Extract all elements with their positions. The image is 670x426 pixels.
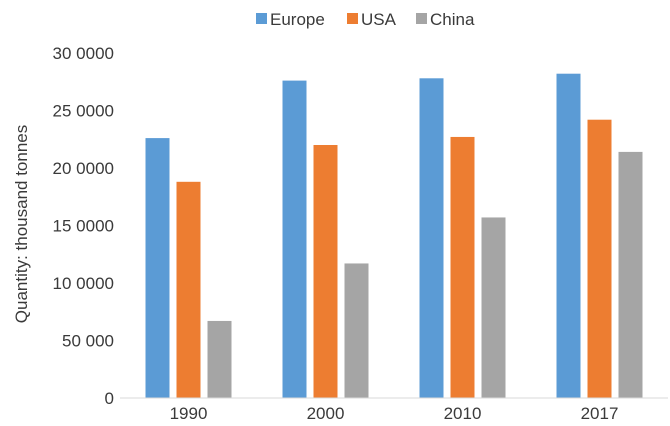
y-tick-label: 25 0000 [53, 102, 114, 121]
bar-europe-1990 [145, 138, 170, 398]
bar-usa-2017 [587, 119, 612, 398]
x-tick-label: 2017 [581, 404, 619, 421]
y-tick-label: 15 0000 [53, 217, 114, 236]
bar-china-1990 [207, 320, 232, 398]
legend: Europe USA China [256, 10, 475, 29]
legend-swatch-usa [347, 13, 358, 24]
x-tick-label: 2010 [444, 404, 482, 421]
y-tick-label: 0 [105, 389, 114, 408]
legend-label-europe: Europe [270, 10, 325, 29]
bar-europe-2017 [556, 73, 581, 398]
y-tick-label: 50 000 [62, 332, 114, 351]
y-tick-label: 10 0000 [53, 274, 114, 293]
bar-china-2000 [344, 263, 369, 398]
legend-swatch-europe [256, 13, 267, 24]
bar-usa-1990 [176, 181, 201, 398]
bar-china-2017 [618, 151, 643, 398]
y-tick-label: 20 0000 [53, 159, 114, 178]
x-axis: 1990 2000 2010 2017 [120, 397, 668, 423]
bar-europe-2010 [419, 78, 444, 399]
legend-label-usa: USA [361, 10, 397, 29]
bar-usa-2010 [450, 136, 475, 398]
bar-europe-2000 [282, 80, 307, 398]
x-tick-label: 2000 [307, 404, 345, 421]
y-axis-title: Quantity: thousand tonnes [12, 125, 31, 323]
x-tick-label: 1990 [170, 404, 208, 421]
legend-swatch-china [416, 13, 427, 24]
bars-group [145, 73, 643, 399]
bar-china-2010 [481, 217, 506, 398]
legend-label-china: China [430, 10, 475, 29]
bar-usa-2000 [313, 145, 338, 398]
y-axis: 0 50 000 10 0000 15 0000 20 0000 25 0000 30 00… [53, 44, 114, 408]
y-tick-label: 30 0000 [53, 44, 114, 63]
